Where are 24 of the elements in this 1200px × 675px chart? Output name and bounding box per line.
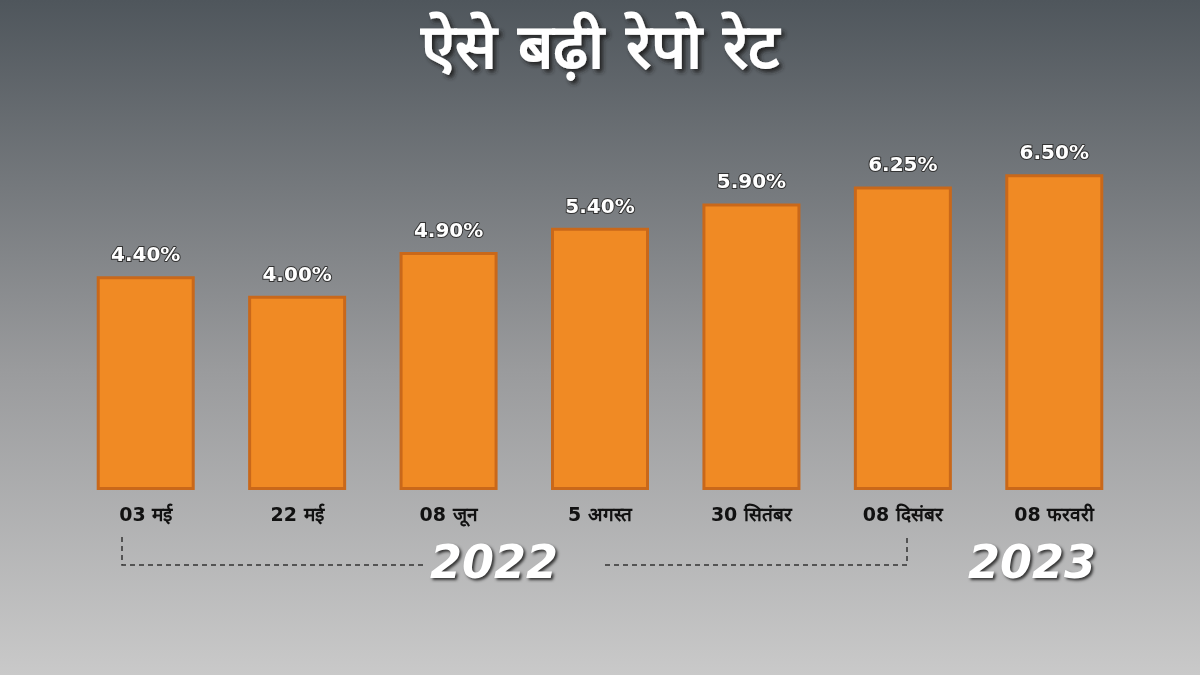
text: 2022 bbox=[430, 535, 559, 589]
chart-title: ऐसे बढ़ी रेपो रेट bbox=[419, 9, 783, 83]
text: 2023 bbox=[968, 535, 1097, 589]
bar bbox=[551, 227, 649, 490]
data-label: 4.00% bbox=[262, 261, 332, 286]
x-tick-label: 08 दिसंबर bbox=[862, 502, 944, 525]
bar bbox=[96, 276, 195, 490]
bar bbox=[399, 252, 498, 490]
bar bbox=[853, 186, 952, 490]
bar bbox=[702, 203, 801, 490]
x-tick-label: 22 मई bbox=[270, 502, 325, 525]
x-tick-label: 08 फरवरी bbox=[1014, 502, 1096, 525]
x-tick-label: 30 सितंबर bbox=[710, 502, 793, 525]
bar bbox=[248, 295, 347, 490]
data-label: 6.50% bbox=[1019, 140, 1089, 165]
bar bbox=[1005, 174, 1104, 490]
x-tick-label: 5 अगस्त bbox=[568, 502, 633, 525]
x-tick-label: 03 मई bbox=[119, 502, 174, 525]
data-label: 6.25% bbox=[868, 152, 938, 177]
data-label: 5.90% bbox=[716, 169, 787, 194]
data-label: 4.40% bbox=[111, 242, 181, 267]
x-tick-label: 08 जून bbox=[419, 502, 479, 527]
data-label: 5.40% bbox=[565, 193, 635, 218]
data-label: 4.90% bbox=[413, 218, 484, 242]
